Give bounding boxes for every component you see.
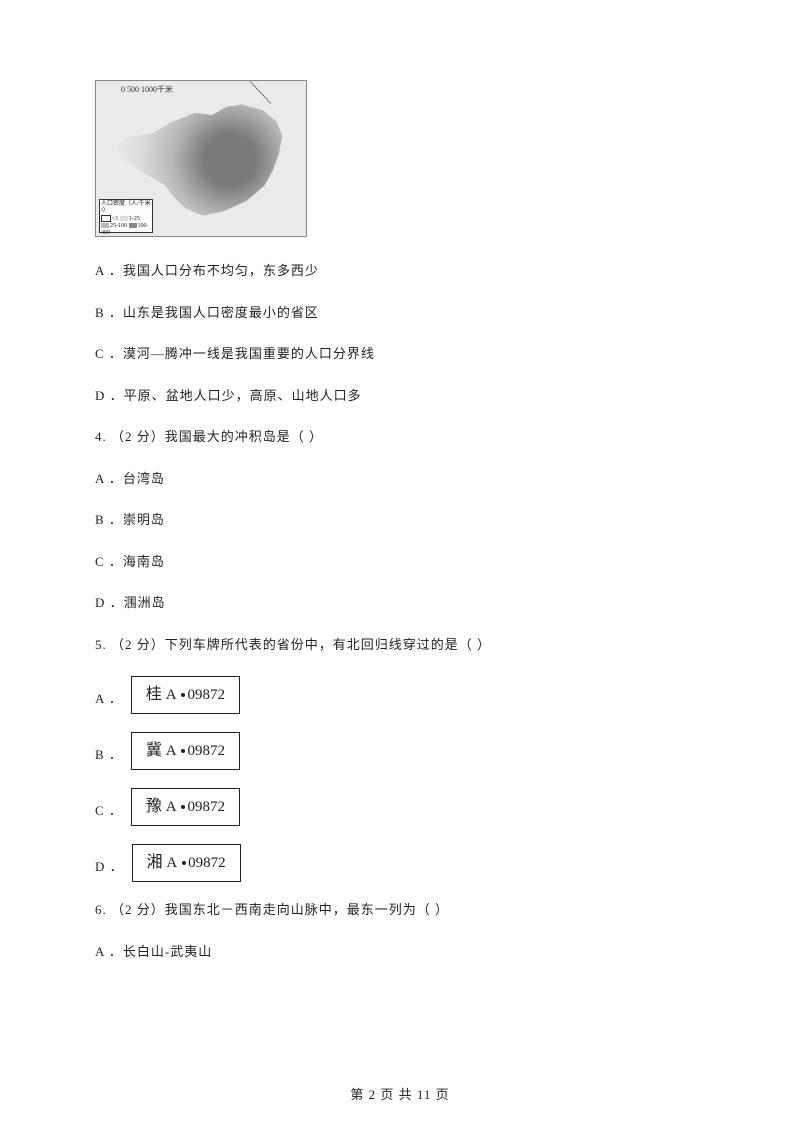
plate-a-province: 桂 bbox=[146, 686, 162, 703]
license-plate-b: 冀 A 09872 bbox=[131, 732, 240, 770]
q3-option-d: D ．平原、盆地人口少，高原、山地人口多 bbox=[95, 386, 705, 406]
q5-option-c-letter: C ． bbox=[95, 801, 131, 827]
license-plate-a: 桂 A 09872 bbox=[131, 676, 240, 714]
q5-option-d: D ． 湘 A 09872 bbox=[95, 844, 705, 882]
q6-stem: 6. （2 分）我国东北－西南走向山脉中，最东一列为（ ） bbox=[95, 900, 705, 920]
map-demarcation-line bbox=[165, 80, 271, 104]
q3-option-a: A ．我国人口分布不均匀，东多西少 bbox=[95, 261, 705, 281]
q4-stem: 4. （2 分）我国最大的冲积岛是（ ） bbox=[95, 427, 705, 447]
plate-a-letter: A bbox=[162, 687, 180, 703]
plate-b-letter: A bbox=[162, 743, 180, 759]
plate-b-province: 冀 bbox=[146, 742, 162, 759]
plate-d-number: 09872 bbox=[188, 855, 226, 871]
q5-option-b-letter: B ． bbox=[95, 745, 131, 771]
map-legend-title: 人口密度（人/千米²） bbox=[101, 201, 151, 215]
q3-option-b: B ．山东是我国人口密度最小的省区 bbox=[95, 303, 705, 323]
q5-option-b: B ． 冀 A 09872 bbox=[95, 732, 705, 770]
plate-d-letter: A bbox=[163, 855, 181, 871]
legend-label-2: 25-100 bbox=[110, 223, 127, 229]
plate-dot-icon bbox=[181, 749, 185, 753]
exam-page: 0 500 1000千米 人口密度（人/千米²） <1 1-25 25-100 … bbox=[0, 0, 800, 1132]
q5-option-c: C ． 豫 A 09872 bbox=[95, 788, 705, 826]
q5-stem: 5. （2 分）下列车牌所代表的省份中，有北回归线穿过的是（ ） bbox=[95, 635, 705, 655]
legend-label-0: <1 bbox=[112, 216, 118, 222]
q3-option-c: C ．漠河—腾冲一线是我国重要的人口分界线 bbox=[95, 344, 705, 364]
plate-dot-icon bbox=[181, 805, 185, 809]
q4-option-c: C ．海南岛 bbox=[95, 552, 705, 572]
plate-c-number: 09872 bbox=[187, 799, 225, 815]
q5-option-d-letter: D ． bbox=[95, 857, 132, 883]
plate-dot-icon bbox=[182, 861, 186, 865]
q5-option-a-letter: A ． bbox=[95, 689, 131, 715]
plate-b-number: 09872 bbox=[187, 743, 225, 759]
license-plate-d: 湘 A 09872 bbox=[132, 844, 241, 882]
page-footer: 第 2 页 共 11 页 bbox=[0, 1085, 800, 1105]
china-population-map: 0 500 1000千米 人口密度（人/千米²） <1 1-25 25-100 … bbox=[95, 80, 307, 237]
q4-option-d: D ．涠洲岛 bbox=[95, 593, 705, 613]
q5-option-a: A ． 桂 A 09872 bbox=[95, 676, 705, 714]
plate-c-letter: A bbox=[162, 799, 180, 815]
q4-option-a: A ．台湾岛 bbox=[95, 469, 705, 489]
plate-d-province: 湘 bbox=[147, 854, 163, 871]
license-plate-c: 豫 A 09872 bbox=[131, 788, 240, 826]
plate-a-number: 09872 bbox=[187, 687, 225, 703]
map-legend: 人口密度（人/千米²） <1 1-25 25-100 100-400 >400 bbox=[99, 199, 153, 233]
map-scale-label: 0 500 1000千米 bbox=[121, 84, 173, 96]
plate-c-province: 豫 bbox=[146, 798, 162, 815]
legend-label-1: 1-25 bbox=[129, 216, 140, 222]
q4-option-b: B ．崇明岛 bbox=[95, 510, 705, 530]
plate-dot-icon bbox=[181, 693, 185, 697]
q6-option-a: A ．长白山-武夷山 bbox=[95, 942, 705, 962]
